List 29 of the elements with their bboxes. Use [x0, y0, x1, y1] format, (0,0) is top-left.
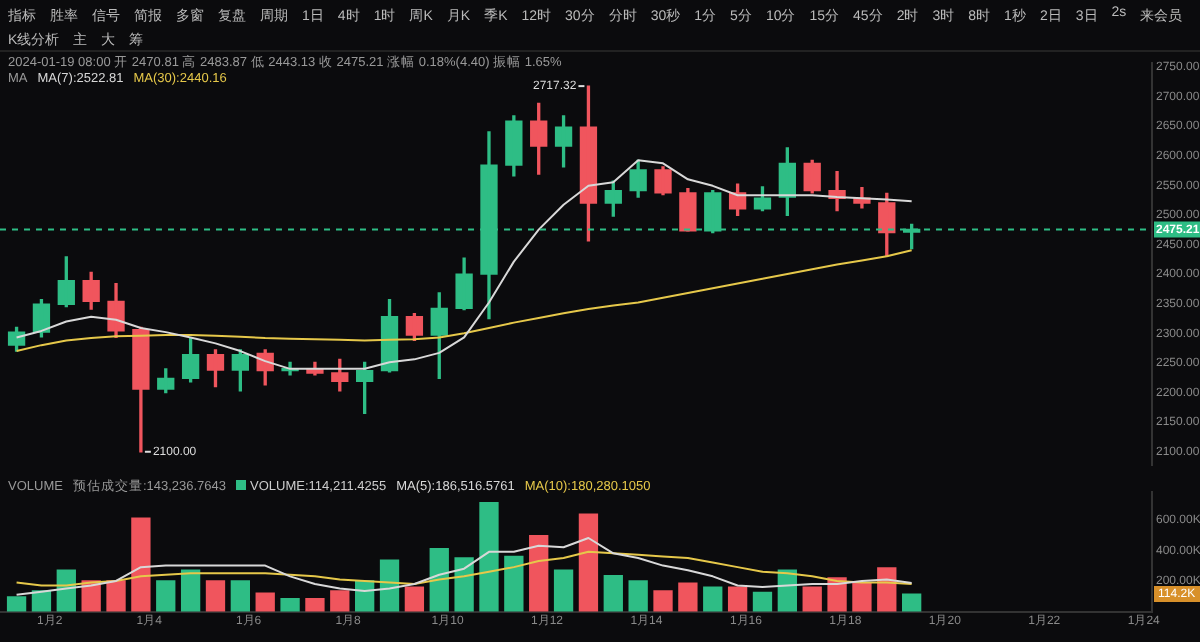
- bar: [553, 569, 574, 612]
- bar: [180, 569, 201, 612]
- bar: [330, 590, 350, 612]
- bar: [628, 580, 648, 612]
- bar: [479, 502, 499, 612]
- bar: [230, 580, 251, 612]
- bar: [305, 597, 325, 612]
- bar: [653, 590, 673, 612]
- bar: [802, 586, 822, 612]
- bar: [603, 574, 623, 612]
- bar: [131, 517, 151, 612]
- bar: [429, 548, 449, 612]
- bar: [454, 557, 474, 612]
- bar: [852, 582, 872, 612]
- bar: [752, 591, 773, 612]
- bar: [255, 592, 275, 612]
- bar: [703, 586, 723, 612]
- bar: [6, 596, 27, 612]
- bar: [280, 597, 300, 612]
- bar: [504, 555, 524, 612]
- bar: [205, 580, 226, 612]
- bar: [529, 535, 549, 612]
- bar: [404, 586, 425, 612]
- bar: [156, 580, 176, 612]
- bar: [727, 586, 748, 612]
- bar: [902, 593, 922, 612]
- bar: [578, 513, 599, 612]
- bar: [106, 580, 126, 612]
- bar: [678, 582, 698, 612]
